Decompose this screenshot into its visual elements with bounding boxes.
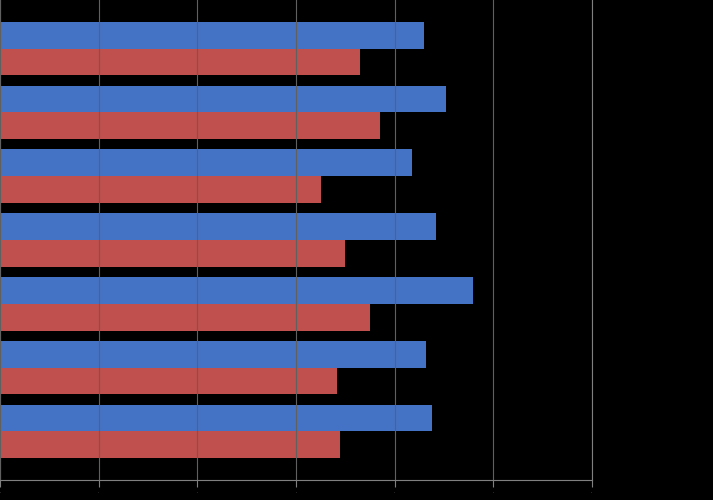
Bar — [0, 240, 345, 267]
Bar — [0, 432, 340, 458]
Bar — [0, 22, 424, 48]
Bar — [0, 277, 473, 304]
Bar — [0, 368, 337, 394]
Bar — [0, 341, 426, 367]
Bar — [0, 150, 412, 176]
Bar — [0, 304, 370, 330]
Bar — [0, 86, 446, 112]
Bar — [0, 176, 321, 203]
Bar — [0, 213, 436, 240]
Bar — [0, 48, 360, 76]
Bar — [0, 112, 380, 139]
Bar — [0, 404, 432, 431]
